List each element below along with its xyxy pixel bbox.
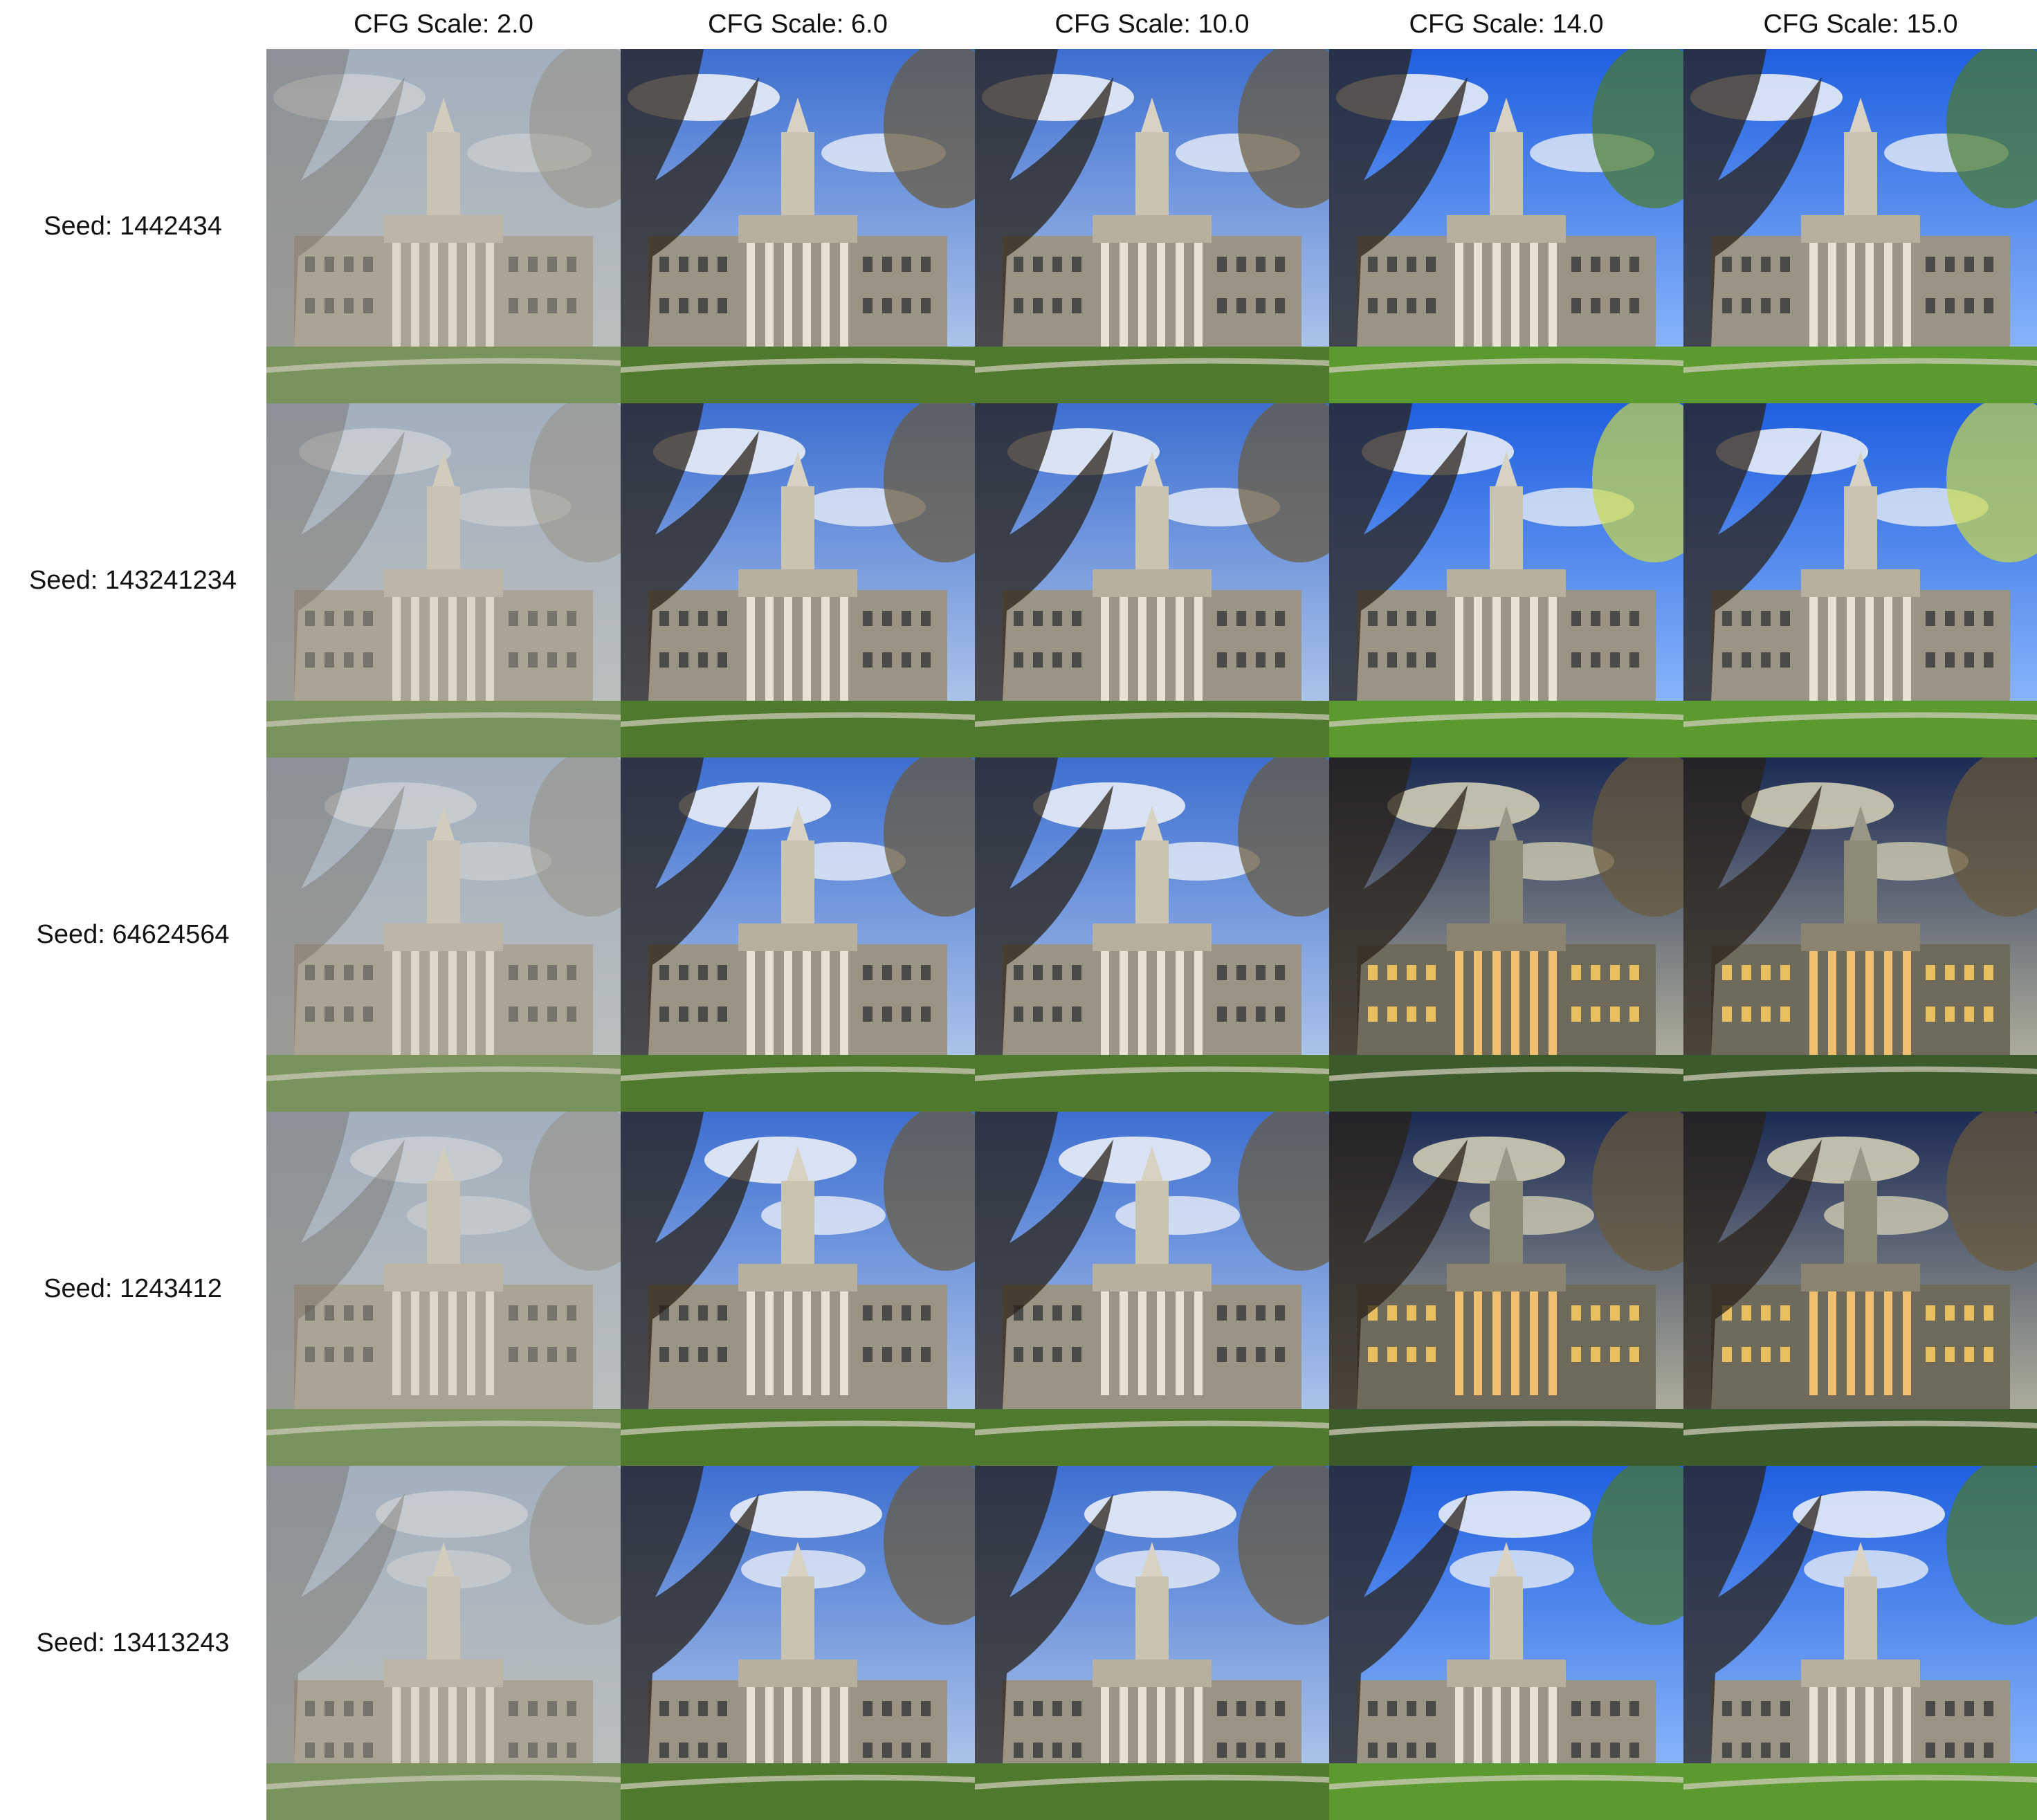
row-label: Seed: 13413243 [36, 1628, 230, 1657]
generated-image-tile [621, 1112, 975, 1466]
generated-image-tile [621, 757, 975, 1112]
generated-image-tile [1683, 49, 2037, 403]
row-label: Seed: 1243412 [44, 1274, 222, 1303]
column-label: CFG Scale: 14.0 [1409, 9, 1604, 39]
generated-image-tile [1683, 1466, 2037, 1820]
generated-image-tile [1683, 757, 2037, 1112]
generated-image-tile [1329, 757, 1683, 1112]
generated-image-tile [266, 1466, 621, 1820]
row-label: Seed: 64624564 [36, 919, 230, 949]
column-label: CFG Scale: 15.0 [1763, 9, 1958, 39]
column-label: CFG Scale: 2.0 [354, 9, 533, 39]
generated-image-tile [266, 49, 621, 403]
generated-image-tile [1329, 49, 1683, 403]
generated-image-tile [975, 757, 1329, 1112]
generated-image-tile [266, 757, 621, 1112]
generated-image-tile [1329, 1466, 1683, 1820]
generated-image-tile [266, 403, 621, 757]
generated-image-tile [266, 1112, 621, 1466]
generated-image-tile [1329, 1112, 1683, 1466]
generated-image-tile [621, 403, 975, 757]
generated-image-tile [975, 1112, 1329, 1466]
generated-image-tile [621, 1466, 975, 1820]
row-label: Seed: 1442434 [44, 211, 222, 241]
generated-image-tile [975, 1466, 1329, 1820]
generated-image-tile [1329, 403, 1683, 757]
column-label: CFG Scale: 6.0 [708, 9, 888, 39]
generated-image-tile [1683, 403, 2037, 757]
generated-image-tile [1683, 1112, 2037, 1466]
generated-image-tile [621, 49, 975, 403]
column-label: CFG Scale: 10.0 [1054, 9, 1250, 39]
generated-image-tile [975, 49, 1329, 403]
row-label: Seed: 143241234 [28, 565, 237, 595]
generated-image-tile [975, 403, 1329, 757]
